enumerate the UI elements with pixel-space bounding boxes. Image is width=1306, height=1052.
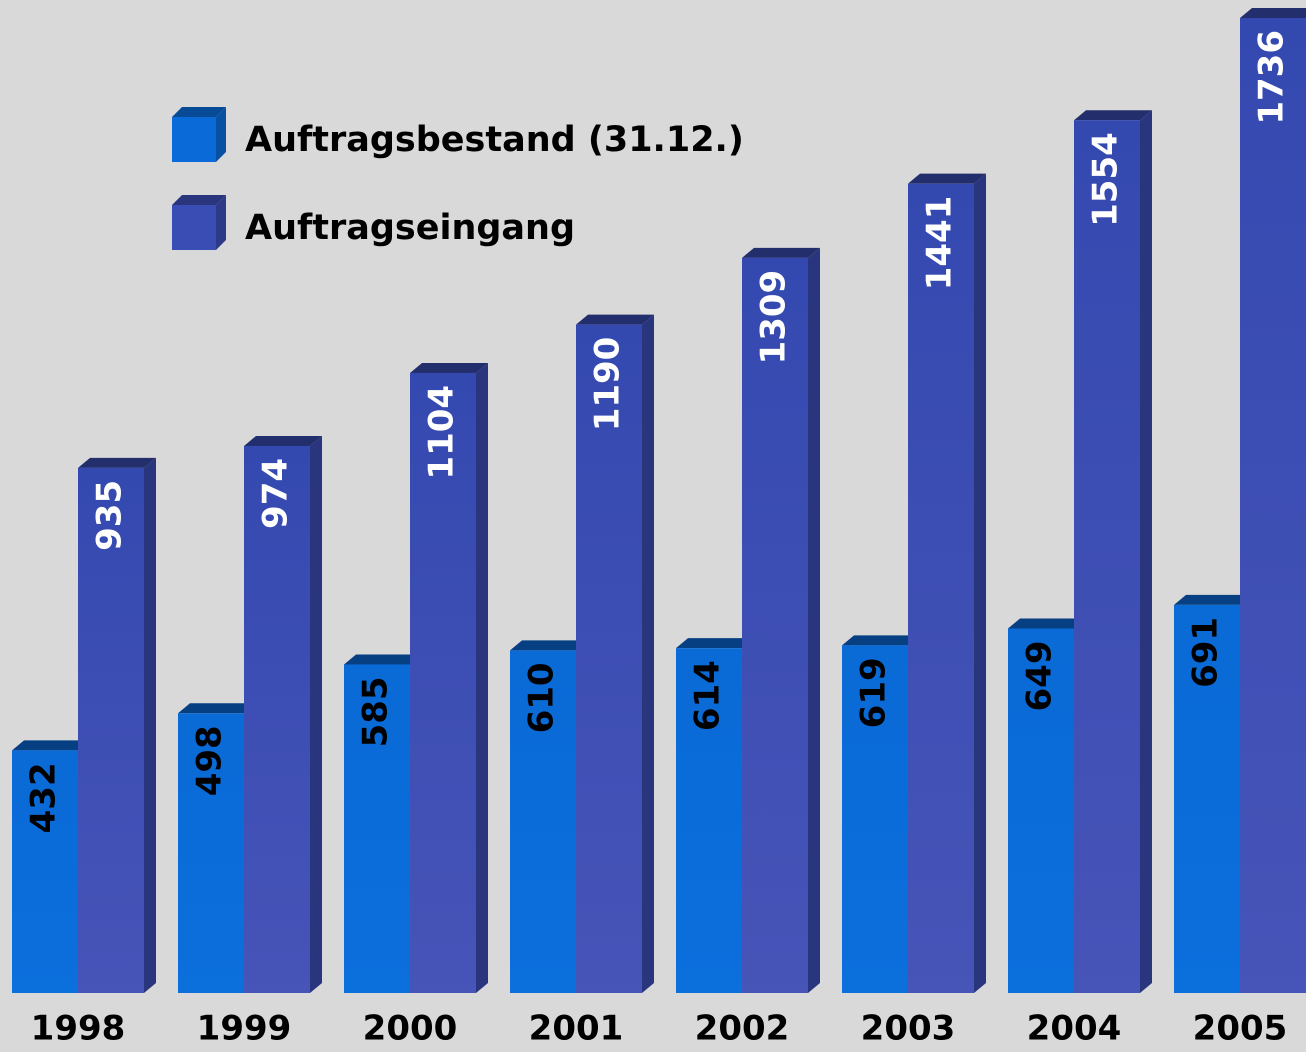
bar-top — [908, 173, 986, 184]
bar-top — [576, 314, 654, 325]
legend-label: Auftragsbestand (31.12.) — [245, 120, 744, 160]
bar — [1240, 18, 1306, 993]
bar-side — [974, 173, 986, 993]
data-label: 1309 — [754, 270, 794, 365]
data-label: 1104 — [422, 385, 462, 480]
bar-top — [1074, 110, 1152, 121]
data-label: 974 — [256, 458, 296, 529]
bar — [12, 750, 78, 993]
x-tick-label: 1999 — [197, 1009, 292, 1049]
x-tick-label: 2000 — [363, 1009, 458, 1049]
legend-swatch-top — [172, 107, 226, 117]
bar — [676, 648, 742, 993]
bar — [1074, 120, 1140, 993]
bar-side — [144, 457, 156, 994]
data-label: 1190 — [588, 337, 628, 432]
data-label: 498 — [190, 725, 230, 796]
bar-top — [78, 457, 156, 468]
bar-top — [842, 635, 920, 646]
data-label: 649 — [1020, 640, 1060, 711]
bar — [344, 664, 410, 993]
bar — [908, 183, 974, 993]
data-label: 432 — [24, 762, 64, 833]
data-label: 610 — [522, 662, 562, 733]
bar — [742, 257, 808, 993]
legend-label: Auftragseingang — [245, 208, 575, 248]
data-label: 614 — [688, 660, 728, 731]
data-label: 935 — [90, 480, 130, 551]
data-label: 1736 — [1252, 30, 1292, 125]
x-tick-label: 2002 — [695, 1009, 790, 1049]
legend-swatch-side — [216, 107, 226, 162]
x-tick-label: 2003 — [861, 1009, 956, 1049]
x-tick-label: 2005 — [1193, 1009, 1288, 1049]
bar-top — [676, 638, 754, 649]
bar — [178, 713, 244, 993]
data-label: 585 — [356, 676, 396, 747]
bar — [1008, 628, 1074, 993]
bar-side — [642, 314, 654, 994]
bar — [244, 445, 310, 994]
bar-side — [1140, 110, 1152, 993]
bar-top — [742, 247, 820, 258]
legend-swatch-top — [172, 195, 226, 205]
legend-swatch-side — [216, 195, 226, 250]
bar-top — [344, 654, 422, 665]
bar-top — [178, 703, 256, 714]
bar-top — [1008, 618, 1086, 629]
bar — [410, 372, 476, 993]
bar — [576, 324, 642, 994]
bar-top — [244, 435, 322, 446]
x-tick-label: 2004 — [1027, 1009, 1122, 1049]
bar-top — [12, 740, 90, 751]
data-label: 619 — [854, 657, 894, 728]
bar — [78, 467, 144, 994]
legend-swatch — [172, 117, 216, 162]
bar-side — [310, 435, 322, 994]
bar — [842, 645, 908, 993]
x-tick-label: 2001 — [529, 1009, 624, 1049]
data-label: 1441 — [920, 196, 960, 291]
bar-top — [510, 640, 588, 651]
bar-top — [1174, 594, 1252, 605]
bar — [510, 650, 576, 993]
data-label: 1554 — [1086, 132, 1126, 227]
bar — [1174, 604, 1240, 993]
legend-swatch — [172, 205, 216, 250]
bar-side — [476, 362, 488, 993]
x-tick-label: 1998 — [31, 1009, 126, 1049]
bar-top — [1240, 8, 1306, 18]
data-label: 691 — [1186, 617, 1226, 688]
bar-side — [808, 247, 820, 993]
bar-top — [410, 362, 488, 373]
